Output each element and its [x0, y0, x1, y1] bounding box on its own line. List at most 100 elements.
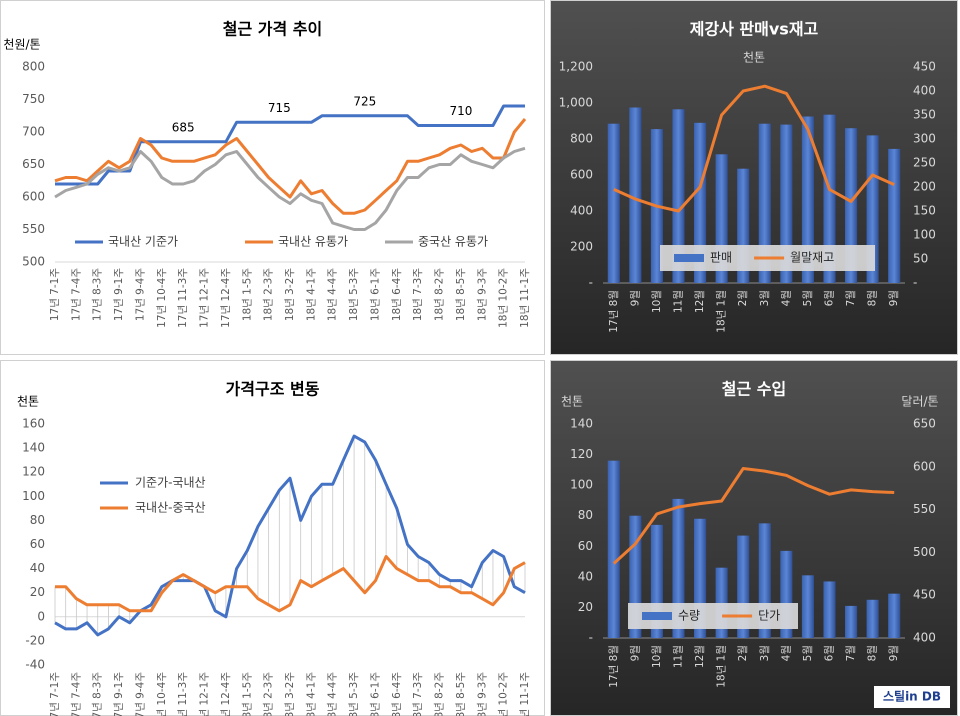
x-tick-label: 4월 — [780, 645, 792, 661]
x-tick-label: 3월 — [759, 645, 771, 661]
y-tick-label: 100 — [570, 478, 593, 492]
x-tick-label: 9월 — [629, 290, 641, 306]
x-tick-label: 18년 3-2주 — [284, 672, 296, 716]
x-tick-label: 17년 11-3주 — [177, 268, 189, 328]
x-tick-label: 17년 12-1주 — [199, 268, 211, 328]
x-tick-label: 17년 7-4주 — [70, 672, 82, 716]
bar — [888, 148, 901, 283]
y-axis-label: 천톤 — [561, 394, 583, 409]
y-tick-label: - — [589, 631, 593, 645]
data-label: 710 — [449, 104, 472, 118]
y-tick-label: 60 — [578, 539, 593, 553]
y-tick-label: 80 — [578, 508, 593, 522]
y-tick-label: 600 — [22, 190, 45, 204]
series-line — [55, 555, 526, 613]
y-tick-label: 1,200 — [559, 60, 593, 74]
logo: 스틸in DB — [883, 690, 941, 704]
x-tick-label: 17년 12-1주 — [199, 672, 211, 716]
y2-tick-label: 450 — [913, 60, 936, 74]
legend-label: 월말재고 — [790, 251, 834, 265]
y2-tick-label: - — [913, 276, 917, 290]
x-tick-label: 18년 11-1주 — [519, 268, 531, 328]
x-tick-label: 18년 10-2주 — [498, 672, 510, 716]
bar — [845, 605, 858, 638]
x-tick-label: 18년 1-5주 — [241, 672, 253, 716]
legend-label: 수량 — [678, 609, 700, 623]
y-tick-label: 800 — [22, 60, 45, 74]
legend-swatch — [674, 254, 704, 262]
x-tick-label: 17년 10-4주 — [156, 268, 168, 328]
x-tick-label: 5월 — [802, 290, 814, 306]
y2-tick-label: 550 — [913, 502, 936, 516]
legend-swatch — [642, 612, 672, 620]
x-tick-label: 17년 9-1주 — [113, 268, 125, 322]
x-tick-label: 12월 — [694, 645, 706, 668]
legend-label: 국내산-중국산 — [135, 501, 206, 515]
x-tick-label: 9월 — [888, 290, 900, 306]
y2-tick-label: 650 — [913, 417, 936, 431]
x-tick-label: 5월 — [802, 645, 814, 661]
x-tick-label: 10월 — [651, 290, 663, 313]
x-tick-label: 18년 6-4주 — [391, 268, 403, 322]
y-tick-label: 650 — [22, 157, 45, 171]
panel — [0, 360, 545, 716]
x-tick-label: 18년 9-3주 — [476, 268, 488, 322]
legend-label: 중국산 유통가 — [418, 235, 488, 249]
x-tick-label: 2월 — [737, 290, 749, 306]
y-tick-label: 60 — [30, 537, 45, 551]
y-tick-label: - — [589, 276, 593, 290]
x-tick-label: 18년 7-3주 — [412, 672, 424, 716]
y2-tick-label: 600 — [913, 459, 936, 473]
x-tick-label: 18년 10-2주 — [498, 268, 510, 328]
x-tick-label: 18년 2-3주 — [263, 672, 275, 716]
x-tick-label: 17년 7-4주 — [70, 268, 82, 322]
series-line — [54, 146, 526, 231]
x-tick-label: 17년 11-3주 — [177, 672, 189, 716]
bar — [823, 581, 836, 638]
legend-label: 판매 — [710, 251, 732, 265]
y-tick-label: 400 — [570, 204, 593, 218]
bar — [607, 123, 620, 283]
x-tick-label: 17년 8-3주 — [92, 672, 104, 716]
y-axis-label: 천원/톤 — [3, 37, 40, 52]
y2-tick-label: 400 — [913, 631, 936, 645]
y-tick-label: 140 — [22, 441, 45, 455]
series-line — [54, 118, 527, 215]
y2-tick-label: 500 — [913, 545, 936, 559]
x-tick-label: 18년 8-5주 — [455, 672, 467, 716]
bar — [845, 128, 858, 283]
x-tick-label: 10월 — [651, 645, 663, 668]
bar — [888, 593, 901, 638]
x-tick-label: 3월 — [759, 290, 771, 306]
bar — [780, 124, 793, 283]
x-tick-label: 18년 5-3주 — [348, 268, 360, 322]
bar — [629, 107, 642, 283]
x-tick-label: 18년 1-5주 — [241, 268, 253, 322]
x-tick-label: 18년 6-1주 — [369, 268, 381, 322]
series-line — [612, 467, 895, 565]
x-tick-label: 18년 4-1주 — [305, 672, 317, 716]
bar — [607, 460, 620, 638]
x-tick-label: 2월 — [737, 645, 749, 661]
x-tick-label: 18년 4-4주 — [327, 672, 339, 716]
y-tick-label: 120 — [22, 465, 45, 479]
y-tick-label: 160 — [22, 417, 45, 431]
x-tick-label: 18년 3-2주 — [284, 268, 296, 322]
y2-axis-label: 달러/톤 — [901, 395, 938, 409]
x-tick-label: 18년 4-4주 — [327, 268, 339, 322]
chart-title: 가격구조 변동 — [226, 380, 320, 399]
y-tick-label: 40 — [578, 569, 593, 583]
x-tick-label: 18년 8-2주 — [434, 268, 446, 322]
bar — [801, 116, 814, 283]
y-tick-label: 1,000 — [559, 96, 593, 110]
x-tick-label: 17년 9-4주 — [134, 268, 146, 322]
bar — [801, 575, 814, 638]
y-tick-label: 800 — [570, 132, 593, 146]
logo-bg — [874, 686, 950, 708]
y2-tick-label: 250 — [913, 156, 936, 170]
y-tick-label: 100 — [22, 489, 45, 503]
x-tick-label: 11월 — [673, 645, 685, 668]
y-tick-label: 0 — [37, 609, 45, 623]
x-tick-label: 17년 12-4주 — [220, 268, 232, 328]
